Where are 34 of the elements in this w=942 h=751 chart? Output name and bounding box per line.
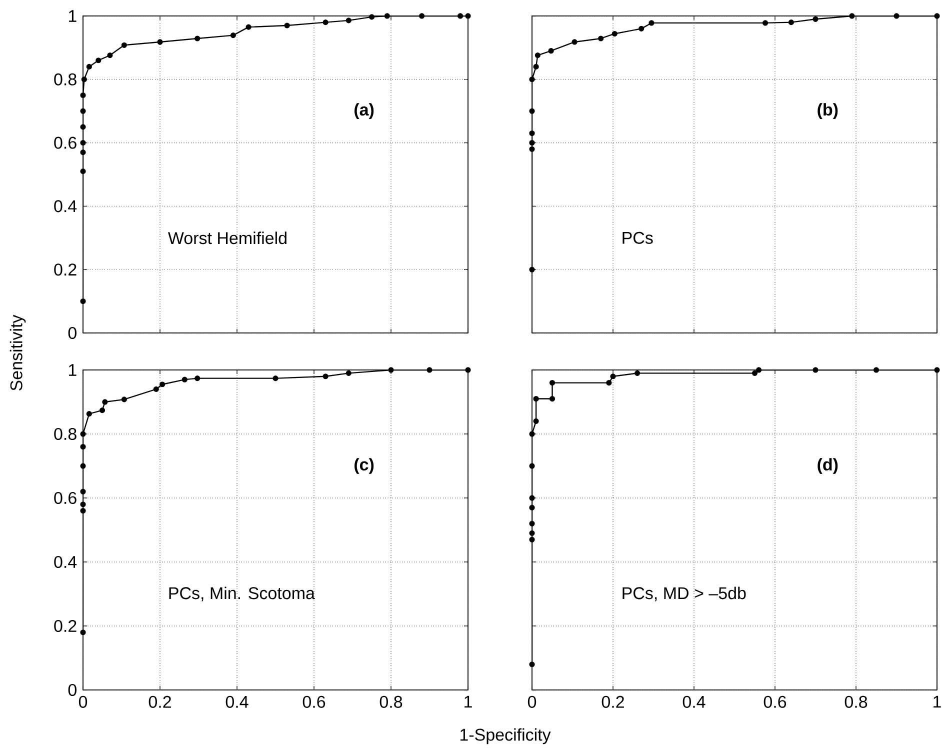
x-tick-label: 0.4 [226, 696, 248, 708]
y-tick-label: 0.4 [54, 200, 77, 212]
x-tick-label: 0.8 [844, 696, 868, 708]
x-tick-label: 0.8 [380, 696, 402, 708]
x-tick-label: 1 [934, 696, 941, 708]
y-tick-label: 1 [68, 364, 76, 376]
annotation: PCs [622, 232, 653, 244]
y-tick-label: 0 [68, 326, 76, 340]
x-tick-label: 0.2 [602, 696, 624, 708]
x-tick-label: 0 [78, 696, 88, 708]
x-tick-label: 0.4 [682, 696, 706, 708]
y-tick-label: 1 [68, 10, 76, 22]
y-tick-label: 0.2 [54, 620, 76, 632]
annotation: (d) [818, 458, 838, 474]
annotation: (c) [354, 458, 374, 474]
x-tick-label: 1 [464, 696, 472, 708]
annotation: Worst Hemifield [168, 232, 286, 244]
y-axis-title: Sensitivity [10, 314, 26, 390]
y-tick-label: 0.4 [54, 556, 77, 568]
x-tick-label: 0.6 [764, 696, 786, 708]
y-tick-label: 0.6 [54, 492, 76, 504]
y-tick-label: 0 [68, 684, 76, 696]
x-axis-title: 1-Specificity [460, 728, 551, 744]
y-tick-label: 0.2 [54, 264, 76, 276]
x-tick-label: 0.2 [148, 696, 171, 708]
annotation: (a) [354, 103, 374, 120]
annotation: (b) [818, 103, 838, 120]
y-tick-label: 0.8 [54, 73, 76, 86]
y-tick-label: 0.8 [54, 428, 76, 440]
y-tick-label: 0.6 [54, 136, 76, 149]
x-tick-label: 0 [528, 696, 536, 708]
annotation: PCs, Min. Scotoma [169, 586, 315, 602]
annotation: PCs, MD > –5db [622, 586, 746, 602]
x-tick-label: 0.6 [302, 696, 326, 708]
